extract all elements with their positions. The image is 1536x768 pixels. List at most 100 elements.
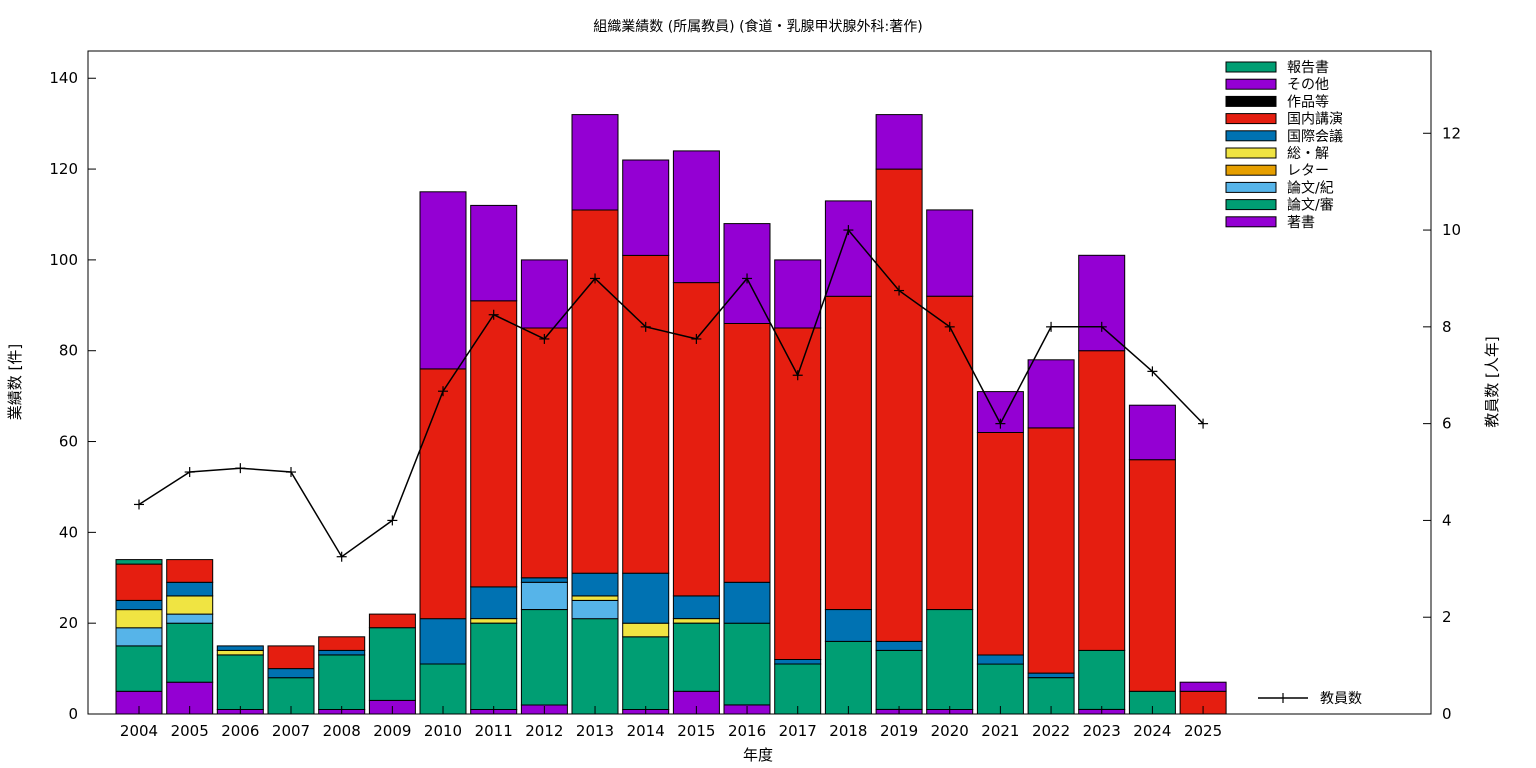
bar-2009-1 xyxy=(368,627,416,701)
bar-2012-8 xyxy=(520,259,568,329)
bar-2025-8 xyxy=(1179,681,1227,692)
x-tick-label: 2025 xyxy=(1184,722,1222,740)
bar-2020-6 xyxy=(926,295,974,610)
plot-frame xyxy=(87,50,1432,715)
bar-2012-2 xyxy=(520,581,568,610)
y2-tick-label: 4 xyxy=(1442,511,1452,529)
y-tick-label: 20 xyxy=(59,614,78,632)
bar-2018-1 xyxy=(824,640,872,715)
bar-2005-1 xyxy=(166,622,214,683)
x-tick-label: 2020 xyxy=(931,722,969,740)
x-tick-label: 2013 xyxy=(576,722,614,740)
legend-swatch xyxy=(1225,216,1277,228)
legend-label: 総・解 xyxy=(1287,146,1329,162)
y2-tick-label: 0 xyxy=(1442,705,1452,723)
x-tick-label: 2009 xyxy=(373,722,411,740)
y-tick-label: 140 xyxy=(49,69,78,87)
bar-2004-5 xyxy=(115,600,163,611)
legend-swatch xyxy=(1225,61,1277,73)
bar-2024-8 xyxy=(1128,404,1176,461)
bar-2009-6 xyxy=(368,613,416,629)
bar-2008-6 xyxy=(318,636,366,651)
bar-2013-2 xyxy=(571,600,619,620)
bar-2014-8 xyxy=(622,159,670,256)
legend-swatch xyxy=(1225,78,1277,90)
bar-2014-4 xyxy=(622,622,670,638)
y2-axis-label: 教員数 [人年] xyxy=(1483,336,1501,427)
bar-2006-4 xyxy=(216,649,264,656)
bar-2005-5 xyxy=(166,581,214,597)
bar-2019-5 xyxy=(875,640,923,651)
x-tick-label: 2005 xyxy=(171,722,209,740)
line-point-2007 xyxy=(286,467,297,478)
x-tick-label: 2022 xyxy=(1032,722,1070,740)
x-tick-label: 2007 xyxy=(272,722,310,740)
x-tick-label: 2017 xyxy=(779,722,817,740)
legend-label: 論文/審 xyxy=(1287,198,1334,214)
line-point-2017 xyxy=(792,370,803,381)
bar-2017-8 xyxy=(774,259,822,329)
line-point-2019 xyxy=(894,285,905,296)
bar-2013-4 xyxy=(571,595,619,601)
x-tick-label: 2024 xyxy=(1133,722,1171,740)
bar-2011-4 xyxy=(470,618,518,624)
legend-label: 国内講演 xyxy=(1287,112,1343,128)
bar-2022-8 xyxy=(1027,359,1075,429)
line-point-2011 xyxy=(488,309,499,320)
line-legend-label: 教員数 xyxy=(1320,691,1362,707)
bar-2011-5 xyxy=(470,586,518,620)
bar-2013-1 xyxy=(571,618,619,715)
line-point-2023 xyxy=(1096,321,1107,332)
line-point-2004 xyxy=(134,499,144,510)
bar-2015-5 xyxy=(672,595,720,620)
legend-swatch xyxy=(1225,113,1277,125)
line-layer xyxy=(134,225,1209,562)
y-tick-label: 40 xyxy=(59,523,78,541)
bar-2014-1 xyxy=(622,636,670,710)
x-tick-label: 2004 xyxy=(120,722,158,740)
bar-2016-5 xyxy=(723,581,771,624)
legend-label: その他 xyxy=(1287,77,1329,93)
bar-2008-1 xyxy=(318,654,366,710)
x-tick-label: 2016 xyxy=(728,722,766,740)
y-tick-label: 80 xyxy=(59,342,78,360)
bar-2015-4 xyxy=(672,618,720,624)
x-tick-label: 2021 xyxy=(981,722,1019,740)
bar-2020-8 xyxy=(926,209,974,297)
x-tick-label: 2011 xyxy=(475,722,513,740)
bar-2012-5 xyxy=(520,577,568,583)
x-tick-label: 2012 xyxy=(525,722,563,740)
bar-2021-6 xyxy=(976,432,1024,656)
y2-tick-label: 6 xyxy=(1442,415,1452,433)
line-point-2018 xyxy=(843,225,854,236)
bar-2016-6 xyxy=(723,323,771,583)
bar-2010-5 xyxy=(419,618,467,665)
x-tick-label: 2015 xyxy=(677,722,715,740)
x-tick-label: 2018 xyxy=(829,722,867,740)
y-tick-label: 100 xyxy=(49,251,78,269)
legend-label: 論文/紀 xyxy=(1287,180,1334,196)
y2-tick-label: 12 xyxy=(1442,124,1461,142)
bar-2007-5 xyxy=(267,668,315,679)
bar-2004-4 xyxy=(115,609,163,629)
y2-tick-label: 2 xyxy=(1442,608,1452,626)
bar-2011-1 xyxy=(470,622,518,711)
y2-tick-label: 8 xyxy=(1442,318,1452,336)
bar-2017-5 xyxy=(774,659,822,665)
legend-swatch xyxy=(1225,164,1277,176)
y-tick-label: 60 xyxy=(59,433,78,451)
x-tick-label: 2006 xyxy=(221,722,259,740)
bar-2013-6 xyxy=(571,209,619,574)
legend-label: レター xyxy=(1287,163,1329,179)
legend-label: 報告書 xyxy=(1287,60,1329,76)
x-tick-label: 2019 xyxy=(880,722,918,740)
line-point-2010 xyxy=(438,386,449,397)
bar-2004-2 xyxy=(115,627,163,647)
legend-swatch xyxy=(1225,95,1277,107)
x-tick-label: 2014 xyxy=(627,722,665,740)
bar-layer xyxy=(115,114,1227,715)
legend-swatch xyxy=(1225,147,1277,159)
bar-2015-6 xyxy=(672,282,720,597)
bar-2022-5 xyxy=(1027,672,1075,679)
bar-2021-5 xyxy=(976,654,1024,665)
